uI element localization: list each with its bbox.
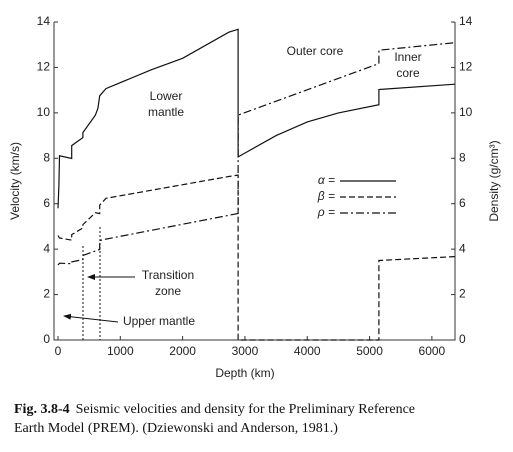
y2-tick-label: 14: [459, 14, 473, 28]
x-axis-label: Depth (km): [215, 366, 274, 380]
x-tick-label: 0: [55, 344, 62, 358]
y-tick-label: 14: [37, 14, 51, 28]
x-tick-label: 4000: [294, 344, 321, 358]
caption-text: Earth Model (PREM). (Dziewonski and Ande…: [14, 421, 338, 436]
caption: Fig. 3.8-4 Seismic velocities and density…: [14, 402, 415, 417]
y2-tick-label: 4: [459, 241, 466, 255]
y-axis-label: Velocity (km/s): [8, 142, 22, 220]
x-tick-label: 6000: [419, 344, 446, 358]
y-tick-label: 10: [37, 105, 51, 119]
y-tick-label: 4: [43, 241, 50, 255]
y2-tick-label: 12: [459, 60, 473, 74]
annotation: Transition: [142, 268, 194, 282]
y-tick-label: 6: [43, 196, 50, 210]
y-tick-label: 0: [43, 332, 50, 346]
series-line: [57, 42, 456, 266]
y2-tick-label: 6: [459, 196, 466, 210]
annotation: core: [396, 66, 420, 80]
series-line: [57, 28, 456, 209]
y2-tick-label: 10: [459, 105, 473, 119]
y-tick-label: 8: [43, 150, 50, 164]
annotation: Lower: [150, 89, 183, 103]
annotation: zone: [155, 284, 181, 298]
y2-axis-label: Density (g/cm³): [487, 140, 501, 221]
y2-tick-label: 2: [459, 287, 466, 301]
caption-label: Fig. 3.8-4: [14, 402, 70, 417]
x-tick-label: 1000: [107, 344, 134, 358]
legend-label: β =: [317, 189, 335, 203]
caption-text: Seismic velocities and density for the P…: [76, 402, 415, 417]
annotation: Inner: [394, 50, 421, 64]
annotation: mantle: [148, 105, 184, 119]
annotation: Upper mantle: [123, 314, 195, 328]
y-tick-label: 2: [43, 287, 50, 301]
x-tick-label: 2000: [169, 344, 196, 358]
y2-tick-label: 0: [459, 332, 466, 346]
y2-tick-label: 8: [459, 150, 466, 164]
series-line: [57, 174, 456, 341]
y-tick-label: 12: [37, 60, 51, 74]
x-tick-label: 5000: [356, 344, 383, 358]
annotation: Outer core: [287, 44, 344, 58]
legend-label: α =: [318, 173, 335, 187]
legend-label: ρ =: [317, 205, 335, 219]
x-tick-label: 3000: [232, 344, 259, 358]
arrow: [63, 313, 119, 323]
